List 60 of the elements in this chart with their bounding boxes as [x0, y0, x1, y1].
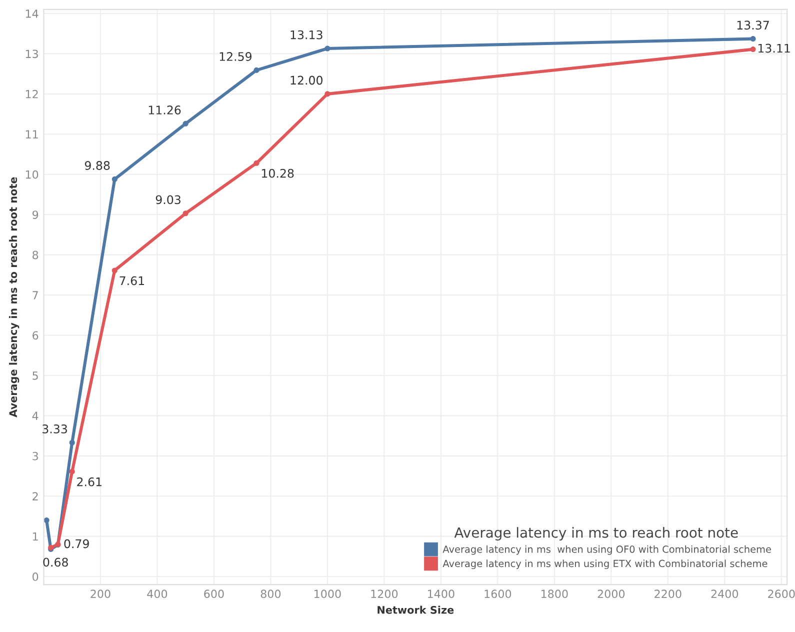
data-label: 9.88 [84, 161, 110, 170]
x-tick-label: 2400 [711, 590, 738, 598]
y-tick-label: 6 [32, 331, 38, 340]
x-tick-label: 1600 [484, 590, 512, 598]
data-label: 12.59 [220, 52, 252, 61]
point [750, 46, 756, 52]
x-tick-label: 1400 [428, 590, 454, 598]
data-label: 12.00 [290, 76, 322, 85]
x-tick-label: 2000 [598, 590, 625, 598]
data-label: 3.33 [42, 424, 67, 434]
x-tick-label: 400 [147, 590, 168, 598]
legend-label: Average latency in ms when using ETX with Combinatorial scheme [442, 560, 768, 570]
point [324, 91, 330, 97]
y-tick-label: 9 [32, 210, 38, 219]
x-tick-label: 1200 [371, 590, 398, 598]
data-label: 11.26 [148, 106, 181, 114]
point [69, 440, 75, 446]
y-tick-label: 5 [32, 372, 38, 380]
point [69, 468, 75, 474]
y-axis-title: Average latency in ms to reach root note [9, 177, 20, 418]
data-label: 13.11 [758, 44, 790, 53]
data-label: 10.28 [262, 168, 294, 178]
point [254, 67, 260, 73]
x-tick-label: 800 [260, 590, 281, 598]
x-tick-label: 1000 [314, 590, 341, 598]
point [254, 160, 260, 166]
y-tick-label: 3 [32, 452, 38, 460]
y-tick-label: 11 [26, 130, 38, 138]
point [182, 120, 188, 126]
x-tick-label: 1800 [541, 590, 568, 598]
x-tick-label: 2600 [768, 590, 795, 598]
x-axis-title: Network Size [378, 606, 454, 614]
legend-label: Average latency in ms when using OF0 with Combinatorial scheme [442, 545, 771, 555]
x-tick-label: 600 [204, 590, 224, 598]
point [750, 36, 756, 42]
data-label: 13.13 [290, 30, 322, 40]
y-tick-label: 4 [32, 412, 38, 420]
y-tick-label: 7 [32, 291, 38, 300]
y-tick-label: 2 [32, 492, 38, 500]
data-label: 0.68 [43, 558, 68, 567]
data-label: 7.61 [120, 276, 144, 286]
point [44, 517, 50, 524]
y-tick-label: 13 [26, 50, 38, 58]
point [182, 210, 188, 216]
x-tick-label: 200 [90, 590, 110, 598]
y-tick-label: 1 [33, 532, 38, 541]
point [324, 46, 330, 52]
data-label: 2.61 [77, 477, 102, 486]
data-label: 0.79 [64, 539, 89, 548]
y-tick-label: 10 [26, 170, 38, 179]
y-tick-label: 0 [32, 572, 38, 581]
data-label: 9.03 [156, 195, 180, 204]
legend-title: Average latency in ms to reach root note [454, 527, 738, 541]
x-tick-label: 2200 [654, 590, 682, 598]
y-tick-label: 12 [26, 90, 38, 98]
point [112, 268, 118, 274]
point [112, 176, 118, 182]
y-tick-label: 8 [32, 250, 38, 260]
y-tick-label: 14 [26, 10, 38, 18]
data-label: 13.37 [737, 20, 769, 30]
